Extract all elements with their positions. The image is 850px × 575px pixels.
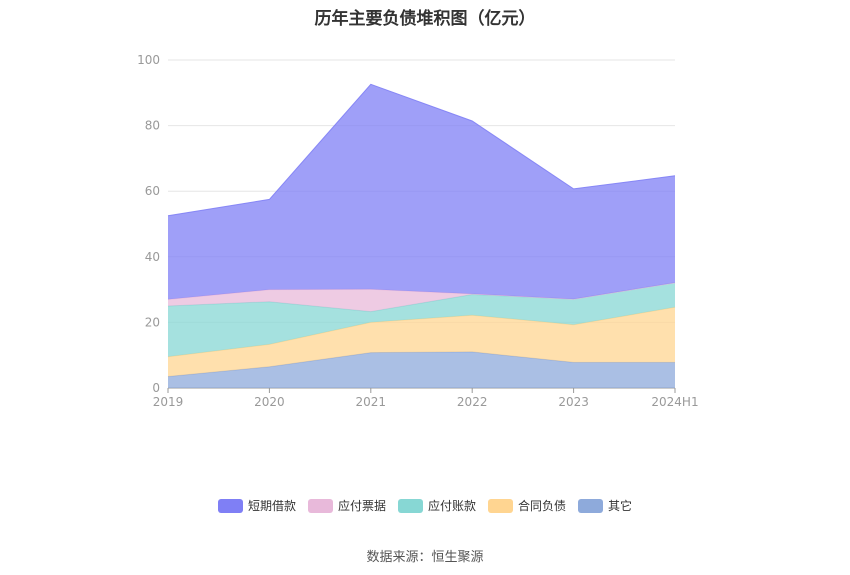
- y-tick-label: 20: [145, 315, 160, 329]
- x-tick-label: 2021: [356, 395, 387, 409]
- data-source: 数据来源：恒生聚源: [366, 550, 484, 565]
- area-series: [168, 307, 675, 377]
- area-series: [168, 351, 675, 388]
- x-tick-label: 2020: [254, 395, 285, 409]
- y-tick-label: 100: [137, 53, 160, 67]
- legend-label: 应付票据: [337, 499, 386, 513]
- legend-swatch: [578, 498, 604, 513]
- legend-item-contract-liabilities[interactable]: 合同负债: [488, 497, 566, 514]
- y-tick-label: 80: [145, 119, 160, 133]
- area-series: [168, 84, 675, 300]
- legend-item-short-term-loans[interactable]: 短期借款: [217, 497, 296, 514]
- legend-label: 应付账款: [427, 499, 476, 513]
- y-tick-label: 60: [145, 184, 160, 198]
- legend-item-accounts-payable[interactable]: 应付账款: [397, 497, 476, 514]
- x-tick-label: 2019: [153, 395, 184, 409]
- chart-legend: 短期借款 应付票据 应付账款 合同负债 其它: [0, 497, 850, 514]
- legend-label: 合同负债: [518, 499, 567, 513]
- legend-item-other[interactable]: 其它: [578, 497, 632, 514]
- x-tick-label: 2023: [558, 395, 589, 409]
- x-tick-label: 2022: [457, 395, 488, 409]
- x-tick-label: 2024H1: [651, 395, 698, 409]
- y-tick-label: 0: [152, 381, 160, 395]
- legend-swatch: [488, 498, 513, 513]
- legend-swatch: [307, 498, 333, 513]
- legend-item-notes-payable[interactable]: 应付票据: [307, 497, 386, 514]
- legend-label: 短期借款: [247, 499, 296, 513]
- legend-swatch: [217, 498, 243, 513]
- legend-swatch: [397, 498, 423, 513]
- area-series: [168, 282, 675, 357]
- chart-title: 历年主要负债堆积图（亿元）: [314, 9, 536, 29]
- area-series-edge: [167, 83, 676, 217]
- y-tick-label: 40: [145, 250, 160, 264]
- legend-label: 其它: [608, 499, 633, 513]
